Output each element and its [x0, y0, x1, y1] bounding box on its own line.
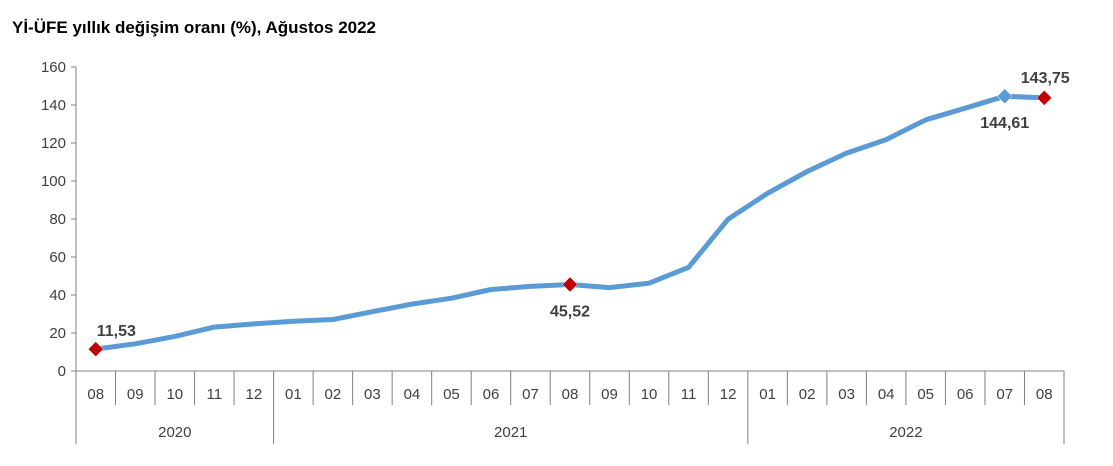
- data-point-marker: [1036, 90, 1053, 106]
- y-tick-label: 160: [41, 59, 66, 76]
- x-tick-label: 11: [681, 386, 697, 403]
- x-tick-label: 10: [641, 386, 658, 403]
- x-tick-label: 02: [325, 386, 342, 403]
- y-tick-label: 20: [49, 325, 66, 342]
- y-tick-label: 100: [41, 173, 66, 190]
- x-tick-label: 01: [759, 386, 776, 403]
- data-label: 143,75: [1021, 70, 1070, 87]
- x-tick-label: 05: [917, 386, 934, 403]
- y-tick-label: 120: [41, 135, 66, 152]
- y-tick-label: 40: [49, 287, 66, 304]
- data-label: 11,53: [97, 323, 136, 340]
- x-tick-label: 09: [601, 386, 618, 403]
- x-tick-label: 07: [996, 386, 1013, 403]
- x-tick-label: 07: [522, 386, 539, 403]
- x-tick-label: 05: [443, 386, 460, 403]
- data-point-marker: [996, 88, 1013, 105]
- x-tick-label: 08: [1036, 386, 1053, 403]
- x-tick-label: 03: [364, 386, 381, 403]
- data-point-marker: [562, 276, 578, 293]
- x-tick-label: 03: [838, 386, 855, 403]
- x-tick-label: 04: [404, 386, 421, 403]
- y-tick-label: 80: [49, 211, 66, 228]
- year-label: 2020: [158, 424, 191, 441]
- y-tick-label: 60: [49, 249, 66, 266]
- y-tick-label: 0: [58, 363, 66, 380]
- x-tick-label: 10: [166, 386, 183, 403]
- y-tick-label: 140: [41, 97, 66, 114]
- x-tick-label: 06: [483, 386, 500, 403]
- x-tick-label: 02: [799, 386, 816, 403]
- data-label: 45,52: [550, 304, 590, 321]
- x-tick-label: 12: [245, 386, 262, 403]
- data-label: 144,61: [980, 115, 1029, 132]
- x-tick-label: 09: [127, 386, 144, 403]
- x-tick-label: 11: [207, 386, 223, 403]
- x-tick-label: 08: [87, 386, 104, 403]
- x-tick-label: 12: [720, 386, 737, 403]
- x-tick-label: 08: [562, 386, 579, 403]
- x-tick-label: 06: [957, 386, 974, 403]
- data-point-marker: [87, 341, 104, 357]
- year-label: 2022: [889, 424, 922, 441]
- x-tick-label: 04: [878, 386, 895, 403]
- x-tick-label: 01: [285, 386, 302, 403]
- chart-title: Yİ-ÜFE yıllık değişim oranı (%), Ağustos…: [12, 18, 377, 37]
- year-label: 2021: [494, 424, 527, 441]
